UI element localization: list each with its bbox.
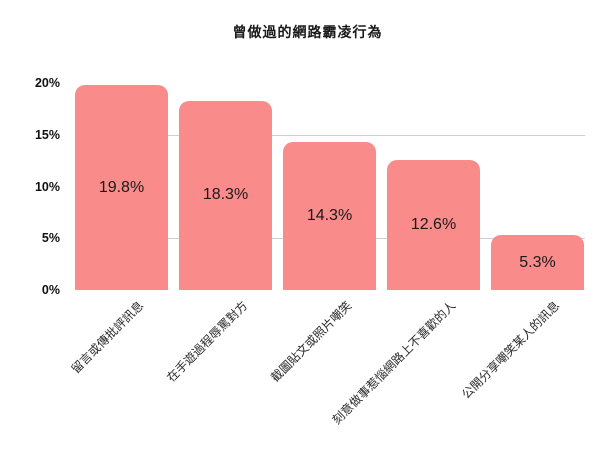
x-axis-label: 截圖貼文或照片嘲笑 xyxy=(268,298,355,385)
y-axis-tick-label: 10% xyxy=(34,179,60,194)
bar-1: 19.8% xyxy=(75,85,168,290)
bar-value-label: 5.3% xyxy=(519,253,556,271)
y-axis-tick-label: 20% xyxy=(34,76,60,90)
bar-value-label: 14.3% xyxy=(306,206,353,224)
x-axis-label: 刻意做事惹惱網路上不喜歡的人 xyxy=(330,298,459,428)
x-axis-label: 留言或傳批評訊息 xyxy=(69,298,147,377)
bar-3: 14.3% xyxy=(283,141,376,290)
bar-value-label: 18.3% xyxy=(202,186,249,204)
chart-title: 曾做過的網路霸凌行為 xyxy=(232,24,383,40)
x-axis-label: 公開分享嘲笑某人的訊息 xyxy=(459,298,563,402)
gridline-15pct xyxy=(75,134,585,136)
y-axis-tick-label: 15% xyxy=(34,127,60,142)
bar-4: 12.6% xyxy=(387,159,480,290)
y-axis-tick-label: 5% xyxy=(41,231,60,246)
y-axis-tick-label: 0% xyxy=(41,283,60,297)
bar-value-label: 12.6% xyxy=(410,215,457,233)
bar-5: 5.3% xyxy=(491,235,584,290)
x-axis-label: 在手遊過程辱罵對方 xyxy=(164,298,251,385)
bar-2: 18.3% xyxy=(179,100,272,290)
bar-value-label: 19.8% xyxy=(98,178,145,196)
